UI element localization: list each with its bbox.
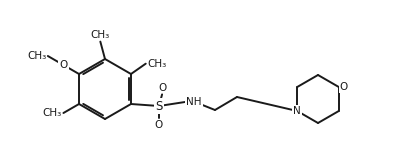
Text: S: S bbox=[155, 100, 163, 113]
Text: CH₃: CH₃ bbox=[42, 108, 61, 118]
Text: O: O bbox=[59, 60, 68, 70]
Text: CH₃: CH₃ bbox=[148, 59, 167, 69]
Text: O: O bbox=[340, 82, 348, 92]
Text: NH: NH bbox=[186, 97, 202, 107]
Text: CH₃: CH₃ bbox=[28, 51, 47, 61]
Text: O: O bbox=[158, 83, 166, 93]
Text: CH₃: CH₃ bbox=[91, 30, 110, 40]
Text: N: N bbox=[293, 106, 301, 116]
Text: O: O bbox=[155, 120, 163, 129]
